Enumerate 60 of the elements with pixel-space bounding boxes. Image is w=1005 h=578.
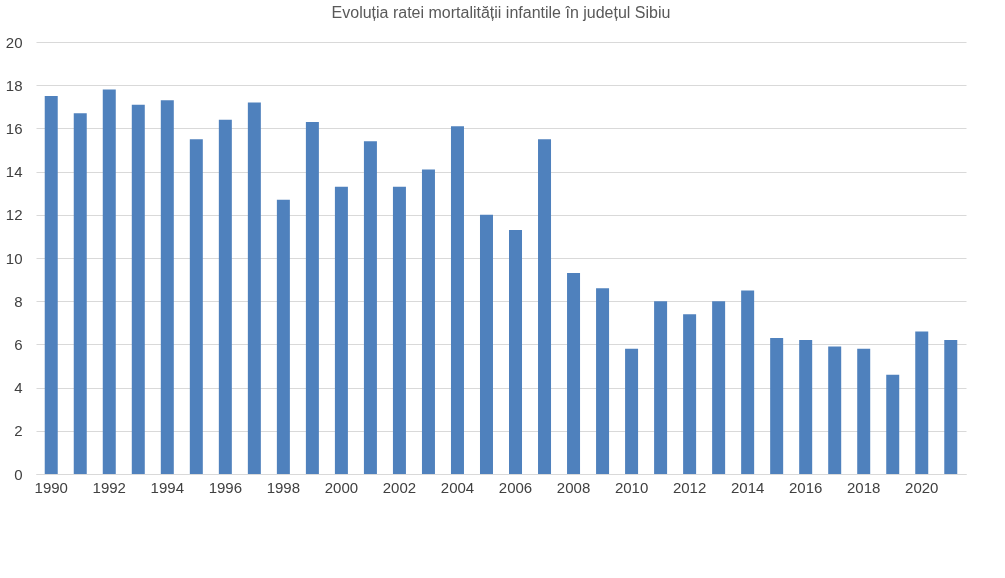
x-tick-label: 2004 <box>440 478 475 496</box>
x-tick-label: 1994 <box>150 478 184 496</box>
x-tick-label: 2002 <box>382 478 417 496</box>
y-tick-label: 18 <box>5 76 23 94</box>
x-tick-label: 1992 <box>92 478 126 496</box>
bar <box>102 89 116 474</box>
bar <box>712 301 726 474</box>
x-tick-label: 2012 <box>672 478 707 496</box>
x-tick-label: 1996 <box>208 478 243 496</box>
x-tick-label: 2008 <box>556 478 591 496</box>
bar <box>450 126 464 474</box>
bar <box>538 139 552 474</box>
y-tick-label: 10 <box>5 249 23 267</box>
x-tick-label: 2000 <box>324 478 359 496</box>
bar <box>421 169 435 474</box>
bar <box>73 113 87 474</box>
x-tick-label: 2020 <box>905 478 939 496</box>
bar <box>479 214 493 474</box>
bar <box>828 346 842 474</box>
y-tick-label: 8 <box>14 292 23 310</box>
bar <box>654 301 668 474</box>
bar <box>857 348 871 474</box>
y-tick-label: 2 <box>14 422 23 440</box>
bar <box>770 337 784 474</box>
y-tick-label: 6 <box>14 335 23 353</box>
chart-title: Evoluția ratei mortalității infantile în județul Sibiu <box>331 4 671 21</box>
x-tick-label: 2010 <box>614 478 649 496</box>
y-tick-label: 4 <box>14 379 23 397</box>
x-tick-label: 1998 <box>266 478 301 496</box>
y-tick-label: 14 <box>5 163 23 181</box>
bar <box>509 229 523 474</box>
bar <box>218 119 232 474</box>
bar <box>915 331 929 474</box>
bar <box>44 96 58 474</box>
bar <box>741 290 755 474</box>
bar <box>886 374 900 474</box>
bar <box>944 340 958 474</box>
y-tick-label: 12 <box>5 206 23 224</box>
bar <box>392 186 406 474</box>
x-tick-label: 2014 <box>730 478 765 496</box>
bar <box>596 288 610 474</box>
x-tick-label: 2016 <box>788 478 823 496</box>
y-tick-label: 0 <box>14 465 23 483</box>
y-tick-label: 16 <box>5 119 23 137</box>
bar <box>160 100 174 474</box>
x-tick-label: 1990 <box>34 478 68 496</box>
bar <box>683 314 697 474</box>
bar <box>363 141 377 474</box>
y-tick-label: 20 <box>5 33 23 51</box>
bar <box>625 348 639 474</box>
bar <box>276 199 290 474</box>
x-tick-label: 2006 <box>498 478 533 496</box>
bar <box>247 102 261 474</box>
bar <box>799 340 813 474</box>
bar <box>567 273 581 474</box>
bar <box>189 139 203 474</box>
bar <box>334 186 348 474</box>
bar <box>305 121 319 474</box>
x-tick-label: 2018 <box>847 478 881 496</box>
bar <box>131 104 145 474</box>
